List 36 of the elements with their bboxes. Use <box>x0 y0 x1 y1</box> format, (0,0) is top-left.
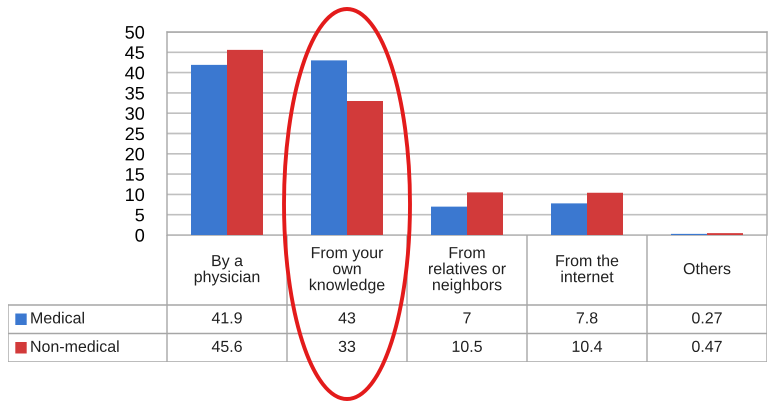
data-label: 41.9 <box>212 312 242 324</box>
x-tick-label: By a physician <box>194 255 260 286</box>
bar <box>467 192 503 235</box>
x-tick-label: From your own knowledge <box>310 247 384 294</box>
x-tick-label: From relatives or neighbors <box>429 247 506 294</box>
data-label: 10.5 <box>452 340 482 352</box>
bar <box>431 206 467 235</box>
y-tick-label: 35 <box>125 86 144 100</box>
legend-label: Medical <box>31 312 84 324</box>
y-tick-label: 40 <box>125 66 144 80</box>
y-tick-label: 45 <box>125 46 144 60</box>
data-label: 0.27 <box>692 312 722 324</box>
x-tick-label: From the internet <box>556 254 618 282</box>
x-tick-label: Others <box>684 262 730 274</box>
y-tick-label: 25 <box>126 127 144 140</box>
data-label: 43 <box>338 312 356 324</box>
bar <box>311 60 347 235</box>
data-label: 10.4 <box>572 340 602 352</box>
bar <box>587 192 623 235</box>
bar <box>551 203 587 235</box>
bar <box>227 50 263 235</box>
data-label: 7 <box>463 312 471 324</box>
y-tick-label: 0 <box>135 228 144 242</box>
bar <box>347 101 383 235</box>
y-tick-label: 5 <box>135 208 144 222</box>
y-tick-label: 15 <box>126 168 144 181</box>
bar <box>191 64 227 235</box>
legend-label: Non-medical <box>31 340 119 352</box>
y-tick-label: 20 <box>126 148 144 161</box>
y-tick-label: 10 <box>126 188 144 202</box>
data-label: 33 <box>338 340 356 352</box>
data-label: 0.47 <box>692 340 722 352</box>
data-label: 7.8 <box>576 312 598 324</box>
y-tick-label: 50 <box>125 26 144 39</box>
y-tick-label: 30 <box>125 107 144 120</box>
data-label: 45.6 <box>212 340 242 352</box>
